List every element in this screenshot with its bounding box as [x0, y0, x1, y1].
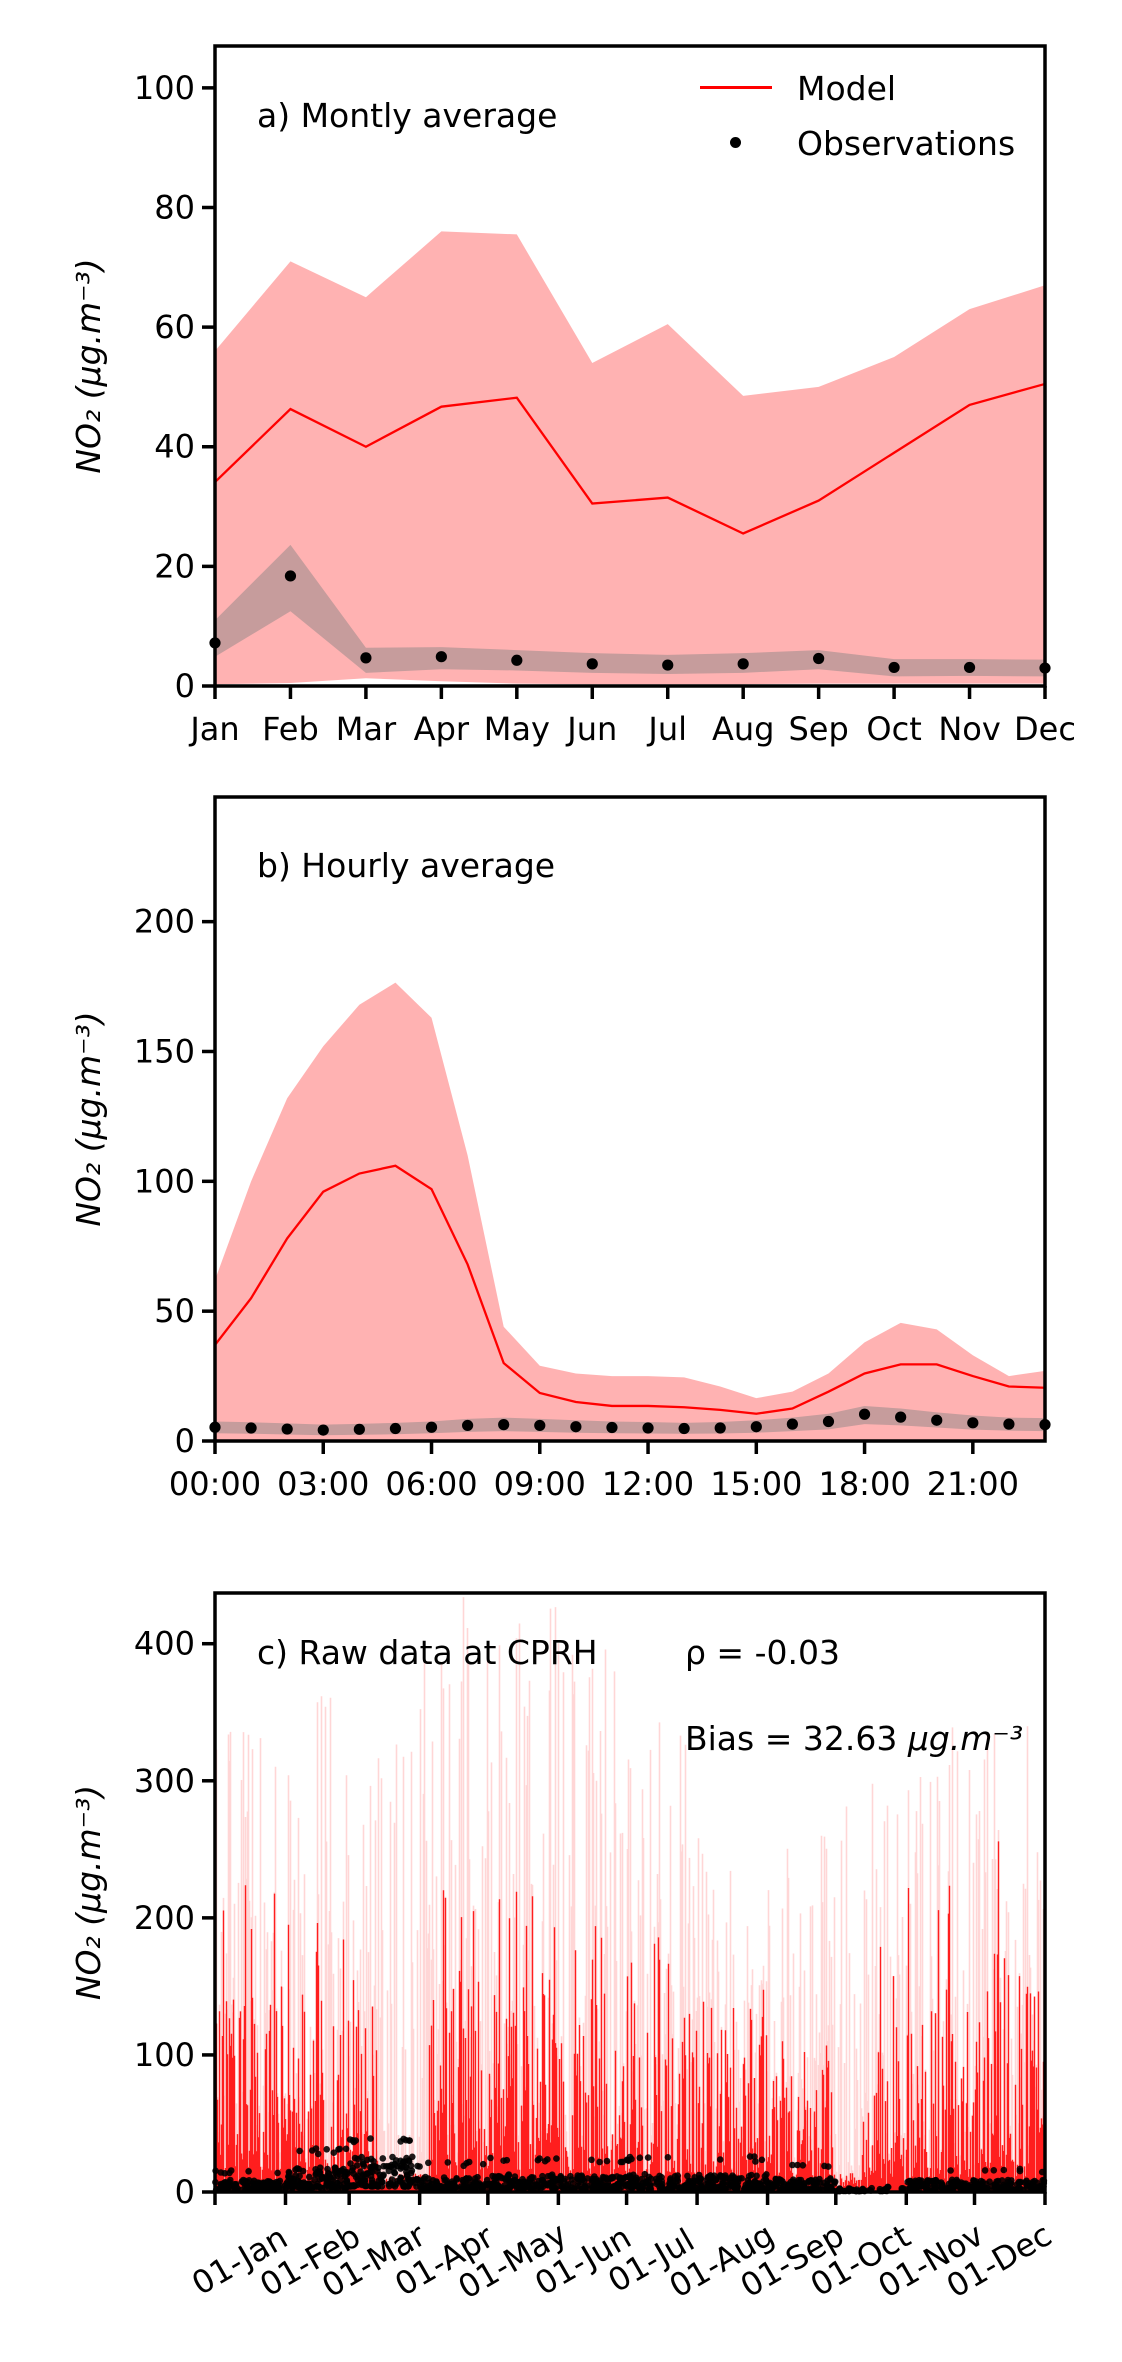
panel-b-xtick-label: 15:00: [710, 1465, 802, 1503]
legend-model-label: Model: [797, 69, 897, 108]
panel-b-data: [209, 982, 1051, 1440]
panel-a-ytick-label: 60: [154, 308, 195, 346]
panel-a-ytick-label: 0: [175, 667, 195, 705]
panel-a-xtick-label: Aug: [712, 710, 774, 748]
panel-a-data: [209, 231, 1051, 685]
panel-b-model-line: [214, 1164, 1046, 1415]
panel-c-ytick-label: 100: [134, 2036, 195, 2074]
panel-b-xtick-label: 03:00: [277, 1465, 369, 1503]
panel-c-ylabel: NO₂ (µg.m⁻³): [69, 1785, 108, 2000]
panel-c-ytick-label: 300: [134, 1762, 195, 1800]
panel-b-ytick-label: 0: [175, 1422, 195, 1460]
panel-c-ytick-label: 400: [134, 1625, 195, 1663]
panel-a-ytick-label: 20: [154, 547, 195, 585]
panel-c-rho-stat: ρ = -0.03: [685, 1633, 840, 1672]
panel-b-spines: [213, 795, 1047, 1443]
panel-a-title: a) Montly average: [257, 96, 558, 135]
panel-c-data: [212, 1597, 1048, 2195]
panel-a-xtick-label: Jul: [646, 710, 687, 748]
panel-b-title: b) Hourly average: [257, 846, 556, 885]
panel-c-bias-stat: Bias = 32.63 µg.m⁻³: [685, 1722, 1023, 1755]
panel-a-xtick-label: Feb: [262, 710, 319, 748]
panel-a-axes: 0 20 40 60 80 100 Jan Feb Mar Apr May Jun Jul Aug Sep O…: [69, 44, 1076, 748]
panel-a-xtick-label: Jan: [188, 710, 239, 748]
panel-b-ytick-label: 50: [154, 1292, 195, 1330]
panel-a-spines: [213, 44, 1047, 688]
bias-unit: µg.m⁻³: [907, 1719, 1024, 1758]
panel-b-xtick-label: 00:00: [169, 1465, 261, 1503]
legend-model-line-sample: [700, 86, 772, 89]
panel-a-ytick-label: 80: [154, 188, 195, 226]
panel-b-ylabel: NO₂ (µg.m⁻³): [69, 1011, 108, 1226]
panel-b-ytick-label: 150: [134, 1032, 195, 1070]
panel-b-ytick-label: 200: [134, 903, 195, 941]
panel-c-ytick-label: 0: [175, 2173, 195, 2211]
panel-a-xtick-label: Nov: [938, 710, 1000, 748]
panel-a-model-line: [214, 382, 1046, 535]
panel-a-xtick-label: Jun: [565, 710, 617, 748]
panel-a-xtick-label: Oct: [866, 710, 921, 748]
bias-prefix: Bias = 32.63: [685, 1719, 908, 1758]
panel-c-obs-dots: [212, 2135, 1048, 2195]
panel-c-title: c) Raw data at CPRH: [257, 1633, 598, 1672]
panel-a-xtick-label: Apr: [414, 710, 470, 748]
panel-a-obs-dots: [209, 570, 1051, 674]
panel-b-axes: 0 50 100 150 200 00:00 03:00 06:00 09:00 12:00 15:…: [69, 795, 1047, 1503]
legend-observations-marker: [730, 137, 741, 148]
panel-a-xtick-label: Sep: [788, 710, 848, 748]
panel-b-obs-band: [215, 1405, 1045, 1436]
panel-c-ytick-label: 200: [134, 1899, 195, 1937]
panel-a-model-band: [215, 231, 1045, 685]
legend-observations-label: Observations: [797, 124, 1016, 163]
panel-b-xtick-label: 21:00: [927, 1465, 1019, 1503]
panel-b-model-band: [215, 982, 1045, 1440]
panel-a-ylabel: NO₂ (µg.m⁻³): [69, 258, 108, 473]
panel-b-xtick-label: 12:00: [602, 1465, 694, 1503]
panel-b-ytick-label: 100: [134, 1162, 195, 1200]
panel-c-spines: [213, 1591, 1047, 2194]
panel-a-ytick-label: 40: [154, 428, 195, 466]
panel-a-xtick-label: May: [484, 710, 550, 748]
panel-b-xtick-label: 18:00: [818, 1465, 910, 1503]
panel-a-xtick-label: Mar: [336, 710, 397, 748]
panel-b-xtick-label: 09:00: [494, 1465, 586, 1503]
panel-a-xtick-label: Dec: [1014, 710, 1076, 748]
panel-b-xtick-label: 06:00: [385, 1465, 477, 1503]
panel-a-ytick-label: 100: [134, 69, 195, 107]
panel-a-obs-band: [215, 544, 1045, 677]
